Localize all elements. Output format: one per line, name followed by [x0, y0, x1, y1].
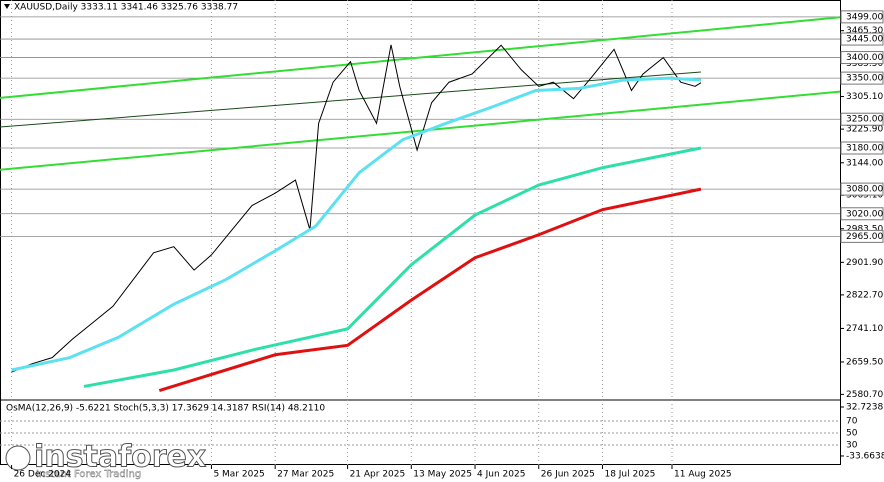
trendline — [0, 71, 702, 128]
level-label: 3499.00 — [846, 12, 883, 22]
level-box — [840, 71, 884, 85]
level-box — [840, 141, 884, 155]
rsi-tick-label: 50 — [846, 429, 858, 439]
level-label: 3250.00 — [846, 115, 883, 125]
y-tick-label: 3065.10 — [846, 191, 883, 201]
level-label: 3080.00 — [846, 185, 883, 195]
watermark-brand: instaforex — [34, 440, 206, 475]
y-tick-label: 2822.70 — [846, 290, 883, 300]
symbol-menu[interactable] — [4, 4, 10, 9]
level-label: 3180.00 — [846, 143, 883, 153]
y-tick-label: 2659.50 — [846, 357, 883, 367]
level-box — [840, 51, 884, 65]
rsi-tick-label: 30 — [846, 441, 858, 451]
x-tick-label: 11 Aug 2025 — [674, 470, 732, 480]
plot — [0, 0, 841, 465]
x-tick-label: 13 May 2025 — [413, 470, 472, 480]
level-box — [840, 182, 884, 196]
y-tick-label: 2580.70 — [846, 390, 883, 400]
trendline — [0, 90, 841, 171]
series-line — [11, 44, 702, 373]
level-box — [840, 229, 884, 243]
header: XAUUSD,Daily 3333.11 3341.46 3325.76 333… — [14, 3, 238, 13]
y-tick-label: 3305.10 — [846, 92, 883, 102]
y-tick-label: 3465.30 — [846, 26, 883, 36]
series-line — [11, 76, 702, 372]
y-tick-label: 2983.50 — [846, 224, 883, 234]
level-box — [840, 10, 884, 24]
indicator-tick-label: 32.7238 — [846, 402, 883, 412]
level-label: 3020.00 — [846, 209, 883, 219]
y-tick-label: 2901.90 — [846, 258, 883, 268]
rsi-tick-label: 70 — [846, 417, 858, 427]
x-tick-label: 27 Mar 2025 — [277, 470, 334, 480]
watermark-slogan: Instant Forex Trading — [36, 469, 141, 480]
level-label: 2965.00 — [846, 232, 883, 242]
x-tick-label: 4 Jun 2025 — [477, 470, 525, 480]
level-box — [840, 32, 884, 46]
level-label: 3350.00 — [846, 74, 883, 84]
y-tick-label: 2741.10 — [846, 324, 883, 334]
x-tick-label: 18 Jul 2025 — [604, 470, 655, 480]
trendline — [0, 16, 841, 99]
logo — [5, 445, 31, 471]
series-line — [83, 146, 702, 388]
x-tick-label: 26 Dec 2024 — [14, 470, 72, 480]
level-label: 3400.00 — [846, 53, 883, 63]
level-label: 3445.00 — [846, 35, 883, 45]
x-tick-label: 5 Mar 2025 — [213, 470, 264, 480]
indicator-title: OsMA(12,26,9) -5.6221 Stoch(5,3,3) 17.36… — [6, 404, 325, 414]
x-tick-label: 21 Apr 2025 — [350, 470, 406, 480]
indicator-tick-label: -33.6638 — [846, 451, 884, 461]
series-line — [158, 187, 702, 392]
level-box — [840, 207, 884, 221]
x-tick-label: 26 Jun 2025 — [541, 470, 595, 480]
level-box — [840, 112, 884, 126]
y-tick-label: 3225.90 — [846, 125, 883, 135]
y-tick-label: 3144.00 — [846, 158, 883, 168]
